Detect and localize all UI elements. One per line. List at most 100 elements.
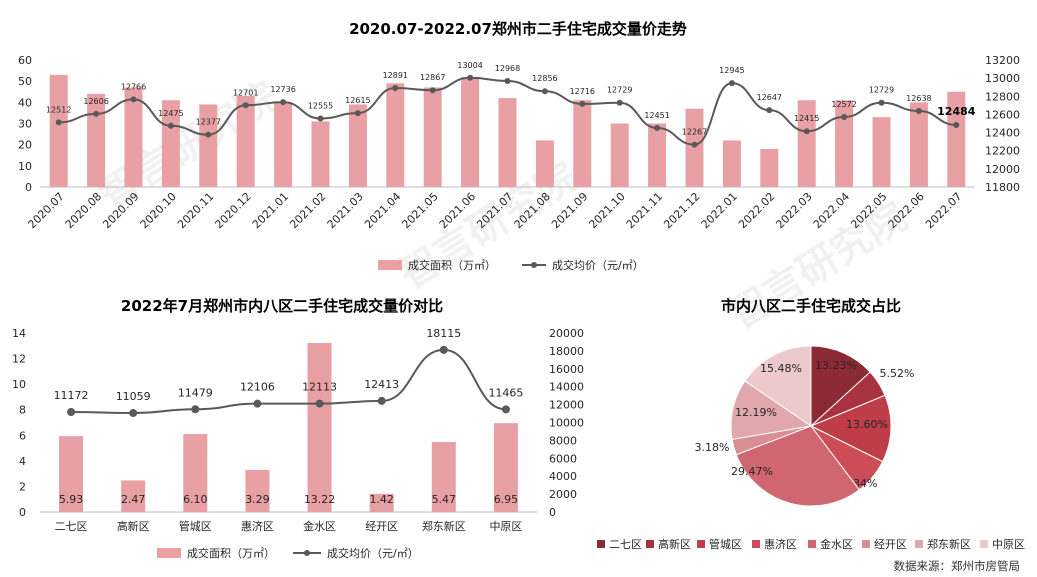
trend-price-point	[429, 87, 436, 94]
trend-x-tick: 2022.03	[773, 190, 814, 231]
trend-left-tick: 0	[25, 181, 32, 194]
trend-right-tick: 11800	[985, 181, 1020, 194]
district-legend-bar-swatch	[157, 548, 181, 558]
trend-x-tick: 2020.12	[212, 190, 253, 231]
district-bar	[183, 434, 208, 512]
pie-slice-label: 29.47%	[731, 465, 773, 478]
pie-legend-label: 管城区	[709, 537, 742, 551]
district-right-tick: 12000	[549, 399, 584, 412]
trend-bar	[199, 104, 218, 187]
pie-slice-label: 15.48%	[760, 362, 802, 375]
trend-bar	[124, 87, 143, 187]
district-bar	[431, 442, 456, 512]
trend-price-label: 12701	[233, 88, 258, 97]
district-right-tick: 10000	[549, 417, 584, 430]
trend-right-tick: 12600	[985, 108, 1020, 121]
district-legend-bar-label: 成交面积（万㎡）	[187, 546, 275, 560]
trend-right-tick: 12400	[985, 127, 1020, 140]
district-right-tick: 8000	[549, 434, 577, 447]
trend-price-label: 12729	[869, 86, 894, 95]
trend-price-label: 12606	[83, 97, 108, 106]
district-price-point	[253, 399, 262, 408]
trend-left-tick: 50	[18, 75, 32, 88]
trend-price-label: 13004	[457, 61, 482, 70]
pie-legend-swatch	[646, 540, 654, 548]
trend-bar	[947, 91, 966, 187]
pie-legend-label: 金水区	[820, 537, 853, 551]
trend-bar	[386, 83, 405, 187]
district-bar-label: 5.93	[59, 493, 84, 506]
district-left-tick: 0	[19, 506, 26, 519]
trend-bar	[49, 74, 68, 187]
trend-left-tick: 10	[18, 160, 32, 173]
trend-price-label: 12867	[420, 73, 445, 82]
trend-price-label: 12729	[607, 86, 632, 95]
trend-bar	[722, 140, 741, 187]
trend-x-tick: 2021.03	[325, 190, 366, 231]
trend-price-label: 12891	[383, 71, 408, 80]
trend-price-label: 12475	[158, 109, 183, 118]
district-price-point	[439, 345, 448, 354]
trend-bar	[236, 95, 255, 187]
trend-bar	[423, 87, 442, 187]
trend-price-point	[691, 141, 698, 148]
district-bar-label: 3.29	[245, 493, 270, 506]
trend-right-tick: 13000	[985, 72, 1020, 85]
district-bar-label: 1.42	[369, 493, 394, 506]
trend-x-tick: 2022.02	[736, 190, 777, 231]
pie-legend-swatch	[915, 540, 923, 548]
district-left-tick: 8	[19, 404, 26, 417]
district-bar	[121, 480, 146, 512]
district-chart-title: 2022年7月郑州市内八区二手住宅成交量价对比	[121, 297, 443, 315]
district-x-tick: 管城区	[179, 519, 212, 533]
trend-legend-bar-label: 成交面积（万㎡）	[408, 258, 496, 272]
pie-legend-label: 高新区	[658, 537, 691, 551]
trend-price-label: 12555	[308, 102, 333, 111]
district-price-point	[377, 396, 386, 405]
district-price-point	[129, 409, 138, 418]
trend-price-label: 12267	[682, 128, 707, 137]
trend-price-point	[130, 96, 137, 103]
trend-price-label: 12512	[46, 105, 71, 114]
pie-slice	[735, 425, 860, 507]
trend-x-tick: 2021.05	[399, 190, 440, 231]
pie-legend-swatch	[597, 540, 605, 548]
trend-bar	[311, 121, 330, 187]
district-price-point	[315, 399, 324, 408]
trend-right-tick: 12200	[985, 145, 1020, 158]
district-right-tick: 6000	[549, 452, 577, 465]
trend-price-point	[55, 119, 62, 126]
trend-price-label: 12572	[831, 100, 856, 109]
trend-legend-line-label: 成交均价（元/㎡）	[552, 258, 644, 272]
district-bar-label: 13.22	[304, 493, 336, 506]
pie-legend-label: 经开区	[874, 538, 907, 551]
trend-price-point	[392, 85, 399, 92]
district-price-label: 12113	[302, 381, 337, 394]
trend-price-point	[242, 102, 249, 109]
trend-bar	[797, 100, 816, 187]
trend-price-label: 12766	[121, 82, 146, 91]
district-price-label: 12106	[240, 381, 275, 394]
district-left-tick: 12	[12, 353, 26, 366]
trend-bar	[461, 76, 480, 187]
district-bar	[245, 469, 270, 512]
district-price-line	[71, 348, 507, 415]
trend-left-tick: 20	[18, 139, 32, 152]
trend-price-label: 12736	[270, 85, 295, 94]
trend-price-label: 12856	[532, 74, 557, 83]
pie-legend-label: 惠济区	[764, 537, 797, 551]
trend-price-point	[915, 107, 922, 114]
trend-price-point	[317, 115, 324, 122]
district-right-tick: 18000	[549, 345, 584, 358]
trend-bar	[498, 98, 517, 187]
trend-left-tick: 30	[18, 118, 32, 131]
trend-price-point	[878, 99, 885, 106]
trend-bar	[274, 102, 293, 187]
trend-price-label: 12451	[644, 111, 669, 120]
trend-bar	[535, 140, 554, 187]
district-chart: 2022年7月郑州市内八区二手住宅成交量价对比 0 2 4 6 8 10 12 14 0 2000…	[12, 297, 584, 560]
pie-slice-label: 13.23%	[815, 359, 857, 372]
trend-x-tick: 2021.02	[287, 190, 328, 231]
trend-price-point	[654, 124, 661, 131]
district-legend-line-marker	[304, 550, 310, 556]
